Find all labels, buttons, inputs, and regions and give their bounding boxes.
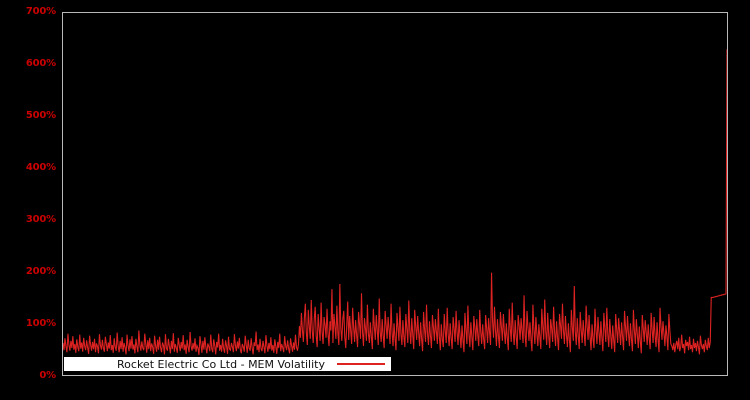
y-axis-tick-label: 300% <box>25 214 56 225</box>
y-axis-tick-label: 200% <box>25 266 56 277</box>
series-line-mem-volatility <box>63 49 727 355</box>
y-axis-tick-label: 100% <box>25 318 56 329</box>
legend: Rocket Electric Co Ltd - MEM Volatility <box>64 357 391 371</box>
legend-line-sample-icon <box>337 363 385 365</box>
y-axis-tick-label: 0% <box>39 370 56 381</box>
y-axis-tick-label: 400% <box>25 162 56 173</box>
y-axis-tick-label: 600% <box>25 58 56 69</box>
y-axis: 700% 600% 500% 400% 300% 200% 100% 0% <box>0 0 56 400</box>
legend-label: Rocket Electric Co Ltd - MEM Volatility <box>117 357 325 371</box>
plot-area <box>62 12 728 376</box>
y-axis-tick-label: 700% <box>25 6 56 17</box>
y-axis-tick-label: 500% <box>25 110 56 121</box>
